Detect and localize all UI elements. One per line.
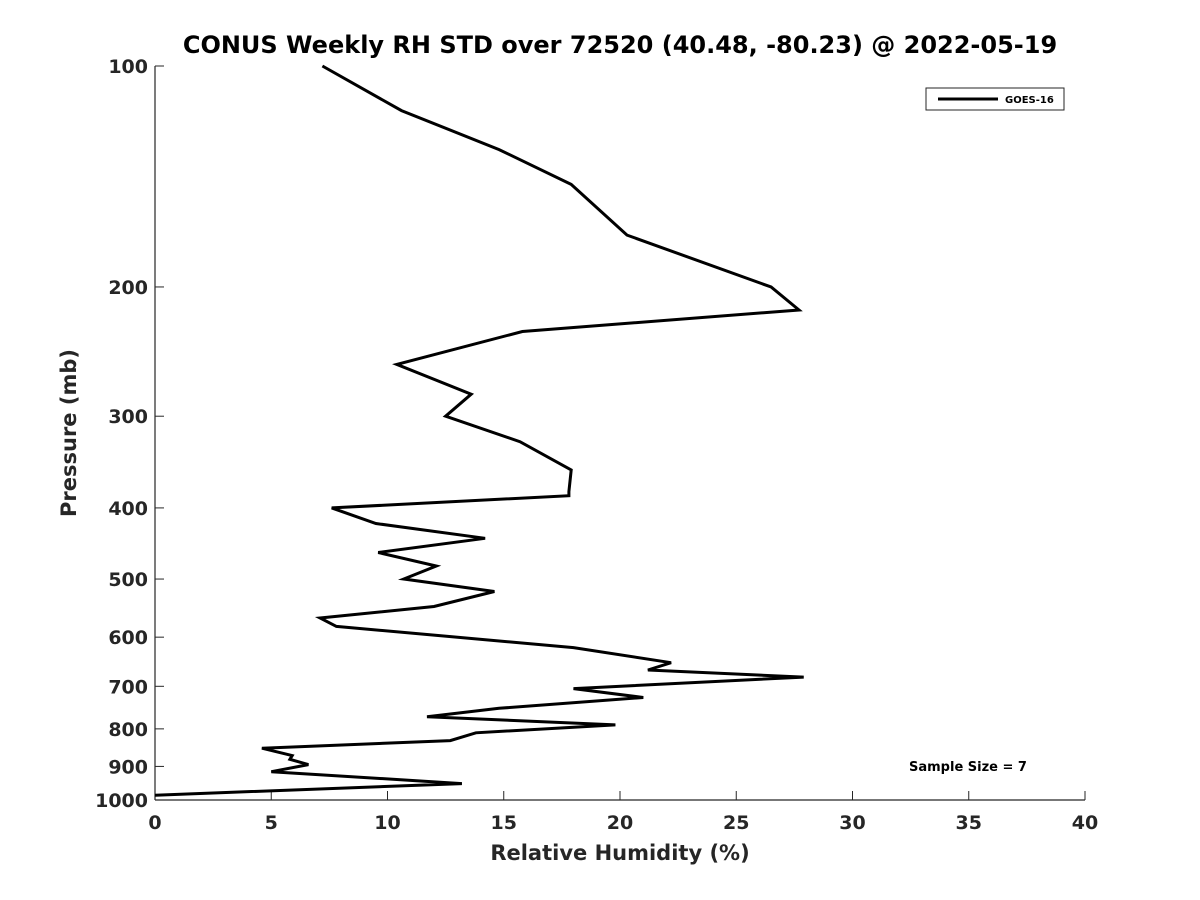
y-axis-ticks: 100 200 300 400 500 600 700 800 900 1000 [95,56,164,812]
y-tick-label: 200 [108,277,148,299]
x-tick-label: 35 [956,812,982,834]
x-axis-label: Relative Humidity (%) [490,841,749,865]
x-tick-label: 30 [839,812,865,834]
series-layer [154,64,804,797]
x-tick-label: 25 [723,812,749,834]
series-line-goes-16 [154,64,804,797]
y-tick-label: 100 [108,56,148,78]
legend-entry-goes-16: GOES-16 [1005,95,1054,106]
x-tick-label: 15 [491,812,517,834]
y-tick-label: 500 [108,569,148,591]
y-tick-label: 900 [108,756,148,778]
x-tick-label: 20 [607,812,633,834]
y-axis-label: Pressure (mb) [57,349,81,517]
y-tick-label: 1000 [95,790,148,812]
legend: GOES-16 [925,87,1065,111]
y-tick-label: 600 [108,627,148,649]
x-tick-label: 0 [148,812,161,834]
y-tick-label: 400 [108,498,148,520]
y-tick-label: 700 [108,676,148,698]
y-tick-label: 800 [108,719,148,741]
sample-size-annotation: Sample Size = 7 [909,760,1027,775]
x-tick-label: 40 [1072,812,1098,834]
plot-area: 0 5 10 15 20 25 30 35 40 100 200 300 400 500 600 700 80… [95,56,1098,834]
x-axis-ticks: 0 5 10 15 20 25 30 35 40 [148,791,1098,834]
x-tick-label: 5 [265,812,278,834]
chart-title: CONUS Weekly RH STD over 72520 (40.48, -… [183,31,1057,59]
x-tick-label: 10 [374,812,400,834]
y-tick-label: 300 [108,406,148,428]
